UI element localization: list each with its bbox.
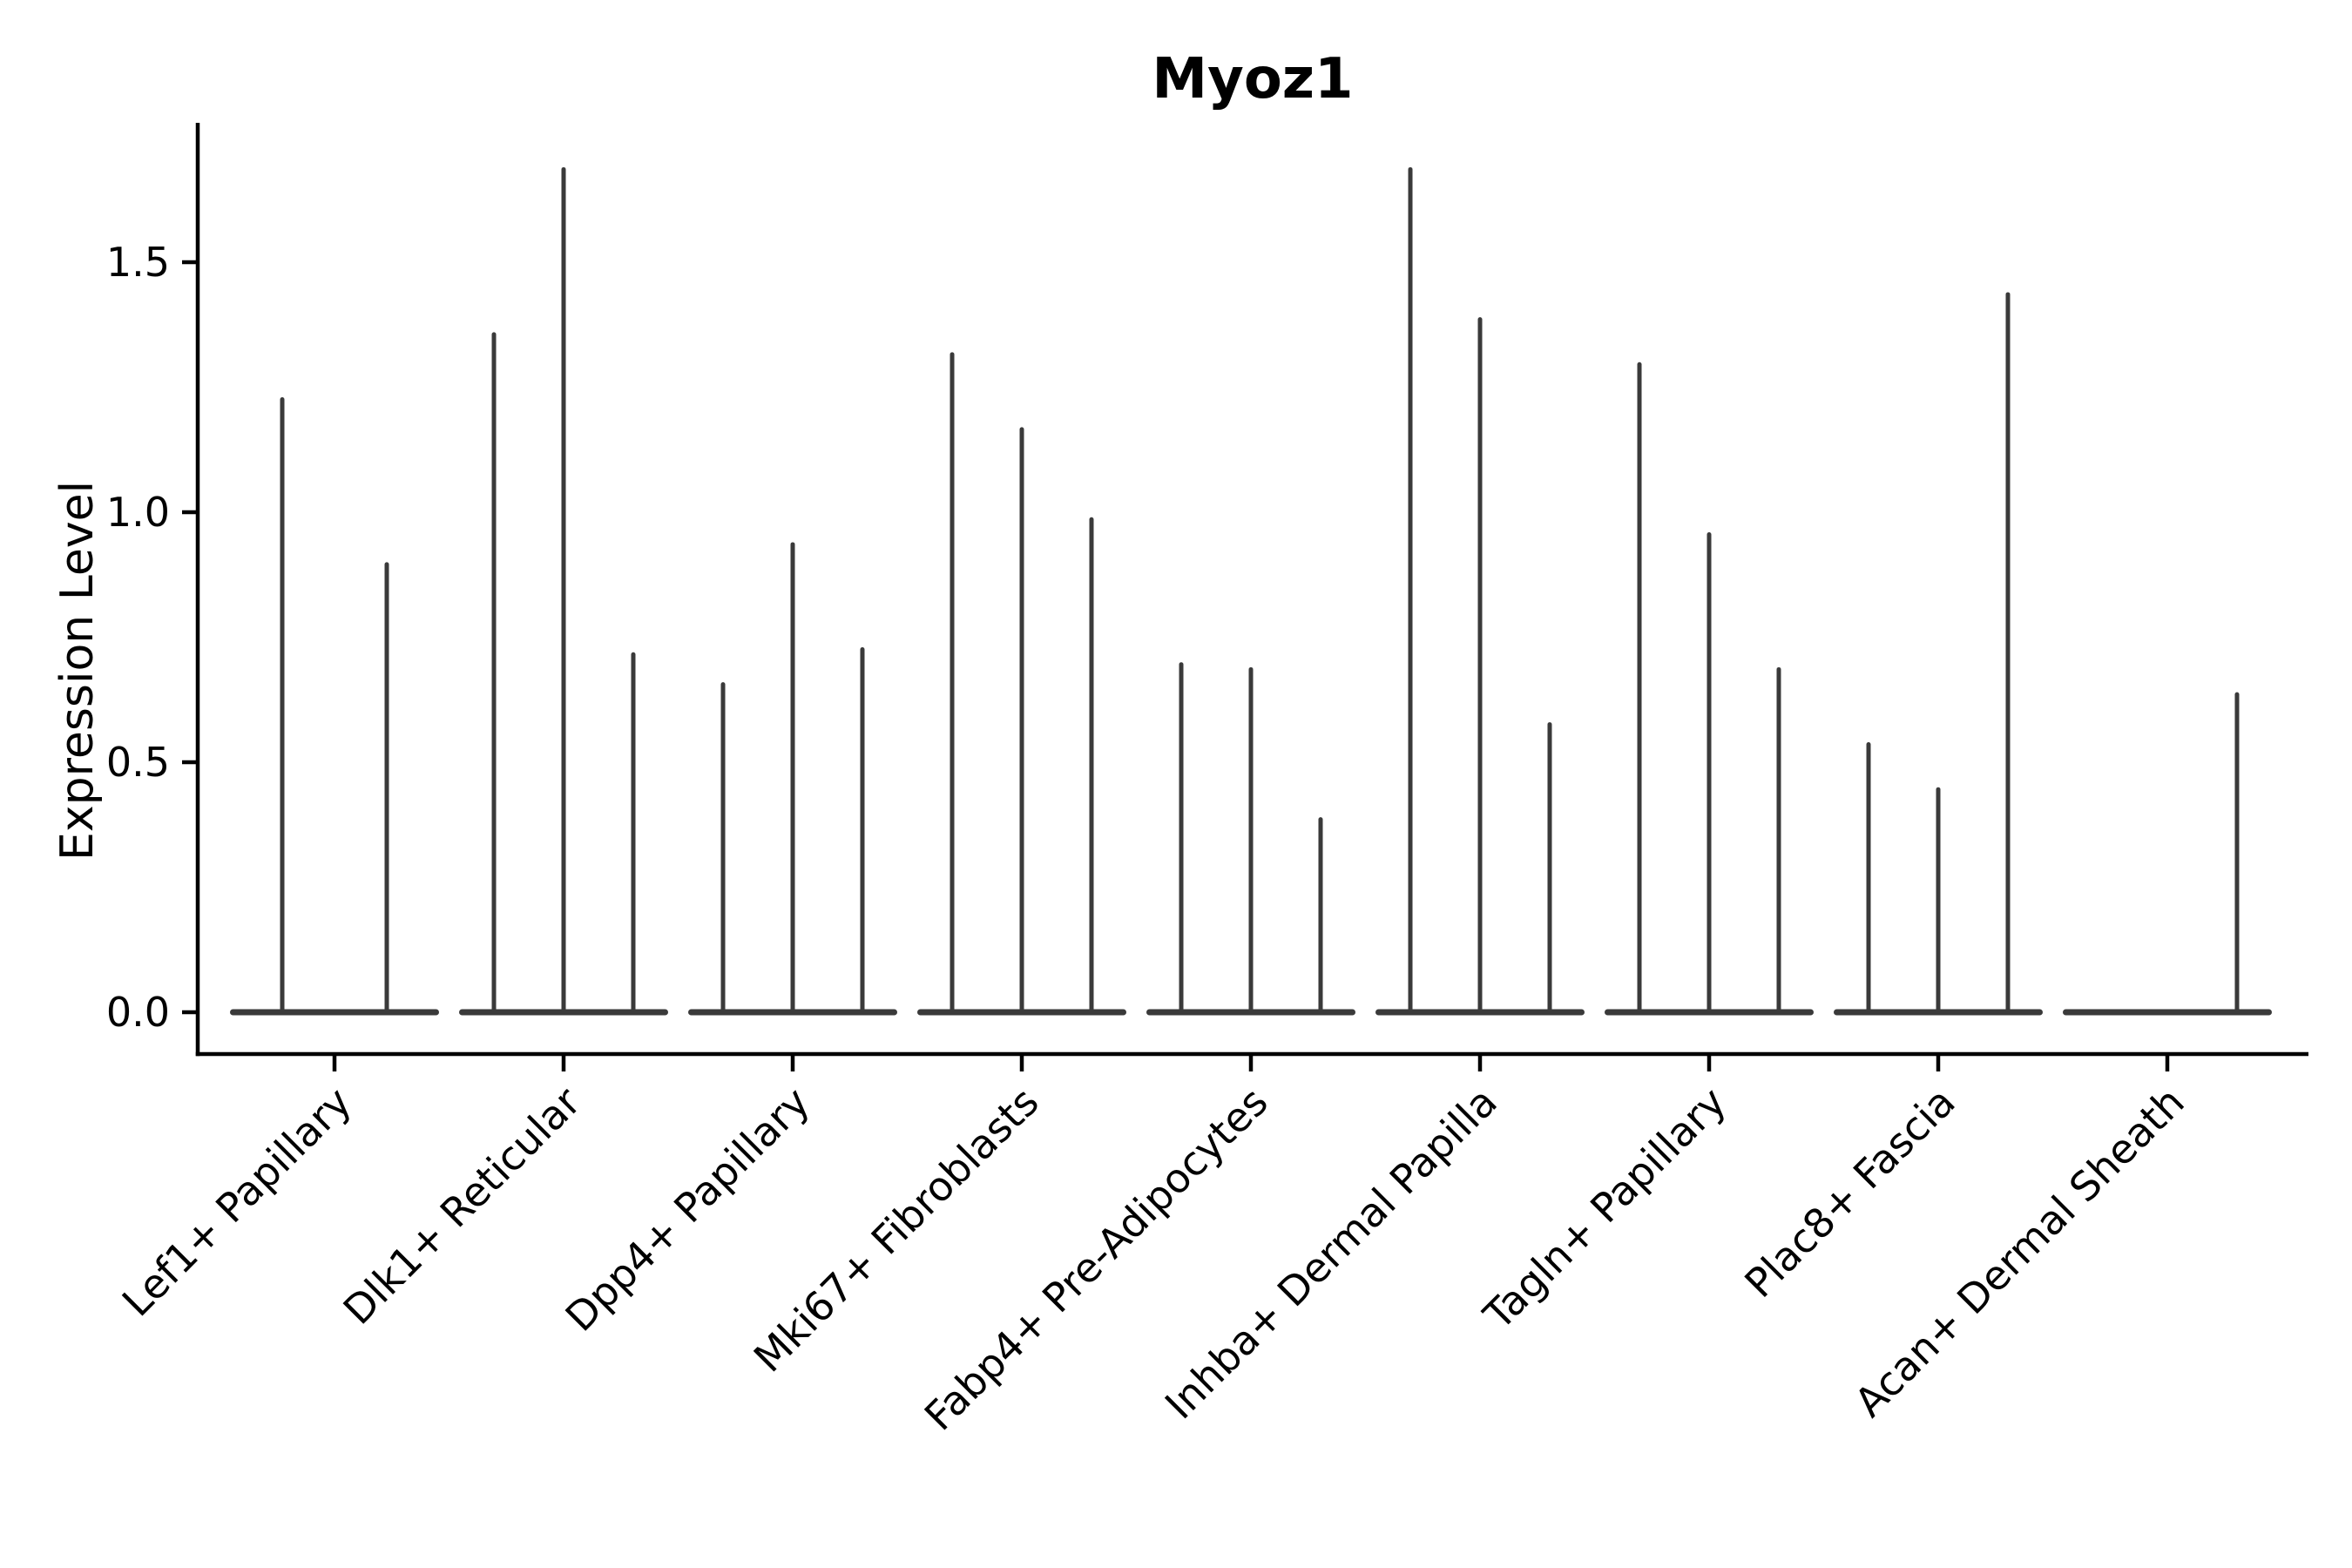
violin-group [459, 166, 668, 1016]
violin-spike [1637, 362, 1642, 1014]
x-tick-label: Plac8+ Fascia [1735, 1078, 1963, 1307]
violin-spike [2005, 292, 2011, 1014]
y-tick-label: 1.5 [106, 239, 170, 286]
x-tick-label: Lef1+ Papillary [113, 1078, 361, 1326]
violin-spike [1936, 787, 1941, 1014]
violin-spike [280, 396, 285, 1015]
violin-spike [2234, 692, 2240, 1014]
violin-base [230, 1009, 439, 1016]
violin-spike [1866, 742, 1871, 1014]
violin-group [2063, 692, 2272, 1016]
y-tick-label: 1.0 [106, 489, 170, 536]
violin-spike [1318, 817, 1323, 1014]
y-tick-label: 0.5 [106, 739, 170, 786]
violin-spike [1547, 722, 1552, 1014]
violin-spike [1248, 666, 1254, 1014]
violin-group [1605, 362, 1814, 1016]
violin-spike [1089, 517, 1094, 1014]
x-tick-label: Tagln+ Papillary [1474, 1078, 1735, 1340]
violin-spike [384, 562, 389, 1014]
violin-spike [860, 646, 865, 1014]
y-axis-label: Expression Level [51, 481, 104, 861]
violin-groups [230, 166, 2272, 1016]
violin-spike [561, 166, 566, 1014]
violin-spike [1019, 427, 1024, 1014]
violin-base [2063, 1009, 2272, 1016]
y-axis-ticks: 0.0 0.5 1.0 1.5 [106, 239, 198, 1036]
violin-group [1834, 292, 2043, 1016]
plot-title: Myoz1 [1152, 47, 1353, 112]
violin-group [1146, 662, 1355, 1016]
violin-group [1375, 166, 1585, 1016]
x-tick-label: Dpp4+ Papillary [557, 1078, 819, 1341]
violin-spike [1707, 531, 1712, 1014]
violin-group [917, 352, 1126, 1016]
violin-spike [1477, 317, 1483, 1014]
violin-spike [631, 652, 636, 1014]
y-tick-label: 0.0 [106, 989, 170, 1036]
x-tick-label: Dlk1+ Reticular [335, 1078, 590, 1334]
violin-spike [1179, 662, 1184, 1014]
violin-spike [1776, 666, 1781, 1014]
violin-spike [1408, 166, 1413, 1014]
violin-spike [491, 332, 497, 1014]
violin-group [688, 542, 897, 1016]
violin-spike [790, 542, 795, 1014]
violin-spike [950, 352, 955, 1014]
violin-group [230, 396, 439, 1016]
violin-spike [720, 682, 726, 1014]
